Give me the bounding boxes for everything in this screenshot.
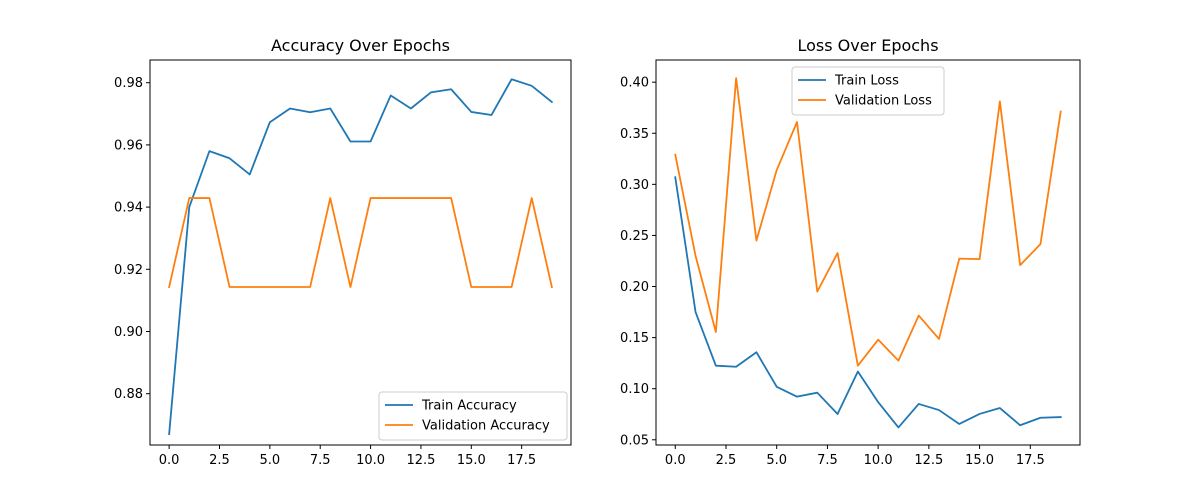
accuracy-y-tick-label: 0.98 <box>114 76 143 91</box>
accuracy-y-tick-label: 0.92 <box>114 263 143 278</box>
accuracy-series-line-train-accuracy <box>168 78 554 436</box>
loss-x-tick-label: 12.5 <box>914 453 943 468</box>
loss-y-tick-label: 0.40 <box>620 76 649 91</box>
loss-x-tick-label: 0.0 <box>665 453 686 468</box>
accuracy-x-tick-label: 7.5 <box>310 453 331 468</box>
loss-series-line-validation-loss <box>674 77 1062 367</box>
loss-legend-box <box>791 66 945 116</box>
loss-legend-label: Train Loss <box>834 74 899 89</box>
loss-chart-title: Loss Over Epochs <box>797 36 938 55</box>
loss-y-tick-label: 0.25 <box>620 229 649 244</box>
accuracy-x-tick-label: 15.0 <box>457 453 486 468</box>
accuracy-x-tick-label: 0.0 <box>159 453 180 468</box>
accuracy-series-line-validation-accuracy <box>168 197 553 289</box>
accuracy-y-tick-label: 0.94 <box>114 201 143 216</box>
loss-y-tick-label: 0.30 <box>620 178 649 193</box>
accuracy-x-tick-label: 17.5 <box>507 453 536 468</box>
accuracy-chart-title: Accuracy Over Epochs <box>271 36 450 55</box>
loss-chart: Loss Over Epochs 0.0 2.5 5.0 7.5 10.0 12.5 15.0… <box>620 36 1081 468</box>
accuracy-y-tick-label: 0.96 <box>114 138 143 153</box>
loss-x-tick-label: 2.5 <box>716 453 737 468</box>
accuracy-chart: Accuracy Over Epochs 0.0 2.5 5.0 7.5 10.0 12.5… <box>114 36 572 468</box>
accuracy-y-tick-label: 0.90 <box>114 325 143 340</box>
loss-y-tick-label: 0.20 <box>620 280 649 295</box>
loss-x-tick-label: 15.0 <box>965 453 994 468</box>
accuracy-legend: Train Accuracy Validation Accuracy <box>378 391 568 441</box>
loss-x-tick-label: 5.0 <box>766 453 787 468</box>
loss-x-tick-label: 7.5 <box>817 453 838 468</box>
accuracy-x-tick-label: 12.5 <box>406 453 435 468</box>
loss-series-line-train-loss <box>674 176 1062 429</box>
loss-plot-frame <box>655 59 1081 446</box>
accuracy-y-tick-label: 0.88 <box>114 387 143 402</box>
loss-y-tick-label: 0.10 <box>620 382 649 397</box>
accuracy-plot-frame <box>149 59 572 446</box>
accuracy-x-tick-label: 10.0 <box>356 453 385 468</box>
accuracy-legend-label: Train Accuracy <box>421 399 517 414</box>
loss-legend-label: Validation Loss <box>835 94 932 109</box>
accuracy-legend-box <box>378 391 568 441</box>
accuracy-legend-label: Validation Accuracy <box>422 419 550 434</box>
loss-y-tick-label: 0.15 <box>620 331 649 346</box>
loss-x-tick-label: 10.0 <box>864 453 893 468</box>
accuracy-x-tick-label: 5.0 <box>260 453 281 468</box>
loss-y-tick-label: 0.05 <box>620 433 649 448</box>
loss-y-tick-label: 0.35 <box>620 127 649 142</box>
loss-legend: Train Loss Validation Loss <box>791 66 945 116</box>
loss-x-tick-label: 17.5 <box>1016 453 1045 468</box>
accuracy-x-tick-label: 2.5 <box>209 453 230 468</box>
